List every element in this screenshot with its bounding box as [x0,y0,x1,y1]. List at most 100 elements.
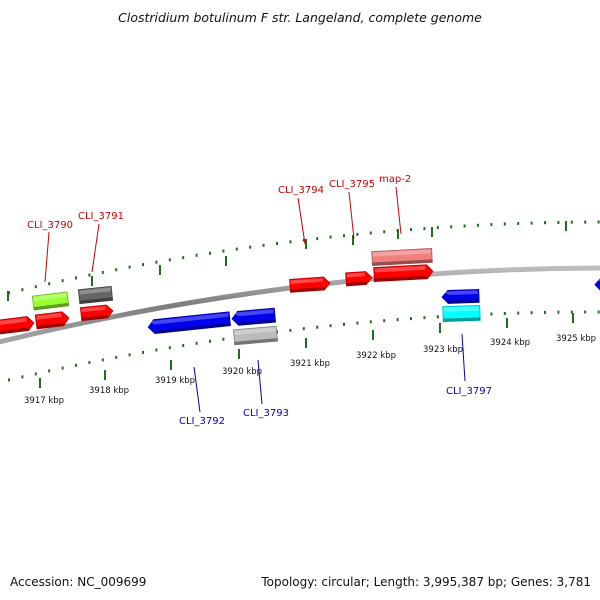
gene-label[interactable]: CLI_3793 [243,408,289,419]
forward-scale-dot [235,247,238,251]
reverse-scale-dot [88,361,91,364]
feature-shadow [346,281,367,286]
forward-gene-feature[interactable] [34,311,70,330]
forward-scale-dot [289,240,292,244]
feature-highlight [595,278,600,283]
reverse-scale-dot [289,328,292,332]
forward-scale-dot [530,221,533,225]
reverse-gene-feature[interactable] [147,311,231,335]
reverse-scale-dot [155,348,158,352]
gene-label[interactable]: CLI_3790 [27,220,73,231]
label-leader-line [297,197,306,245]
forward-scale-dot [75,276,77,280]
reverse-scale-dot [597,310,600,314]
reverse-scale-dot [343,322,345,326]
label-leader-line [91,223,100,273]
forward-gene-feature[interactable] [345,271,373,287]
feature-shadow [443,317,481,322]
feature-shadow [448,299,480,304]
feature-shadow [79,297,113,304]
feature-shadow [154,322,231,334]
reverse-scale-dot [115,355,118,359]
forward-scale-dot [88,273,91,277]
reverse-scale-dot [369,320,372,324]
reverse-scale-dot [329,324,332,328]
label-leader-line [257,359,263,405]
feature-highlight [372,249,431,257]
label-leader-line [395,186,402,235]
forward-scale-dot [262,243,265,247]
feature-shadow [374,275,428,282]
forward-scale-dot [249,245,252,249]
reverse-scale-dot [209,339,211,343]
reverse-scale-dot [61,366,64,370]
scale-label: 3918 kbp [89,386,129,396]
forward-scale-dot [276,242,278,245]
gene-label[interactable]: map-2 [379,174,411,185]
gene-label[interactable]: CLI_3792 [179,416,225,427]
gene-labels: CLI_3790 CLI_3791 CLI_3794 CLI_3795 map-2 CLI… [27,174,492,427]
gene-label[interactable]: CLI_3797 [446,386,492,397]
reverse-gene-feature[interactable] [594,277,600,292]
forward-scale-dot [423,227,426,231]
scale-label: 3923 kbp [423,345,463,355]
topology-text: Topology: circular; Length: 3,995,387 bp… [261,575,591,589]
forward-gene-feature[interactable] [373,264,434,282]
forward-scale-dot [503,222,506,226]
forward-gene-feature[interactable] [79,304,114,322]
forward-gene-feature[interactable] [31,291,70,311]
reverse-gene-feature[interactable] [442,304,481,323]
reverse-scale-dot [316,325,319,329]
forward-scale-dot [316,237,319,241]
feature-shadow [234,338,278,345]
reverse-scale-dot [383,319,386,323]
forward-scale-dot [436,226,439,230]
feature-body [594,277,600,292]
reverse-gene-feature[interactable] [232,325,279,346]
feature-highlight [346,272,365,278]
forward-gene-feature[interactable] [289,276,331,293]
forward-scale-dot [34,285,37,289]
reverse-scale-dot [356,321,359,325]
feature-highlight [36,312,62,320]
reverse-gene-feature[interactable] [231,307,276,326]
gene-label[interactable]: CLI_3795 [329,179,375,190]
forward-scale-dot [222,249,225,253]
gene-label[interactable]: CLI_3794 [278,185,324,196]
forward-scale-dot [544,221,546,225]
reverse-scale-dot [396,318,399,322]
forward-gene-feature[interactable] [0,316,35,335]
reverse-scale-dot [570,310,573,314]
forward-gene-feature[interactable] [77,285,114,305]
reverse-scale-dot [544,310,546,314]
forward-gene-feature[interactable] [371,248,433,266]
gene-label[interactable]: CLI_3791 [78,211,124,222]
forward-scale-dot [570,220,573,224]
scale-labels: 3917 kbp 3918 kbp 3919 kbp 3920 kbp 3921 kbp… [24,334,596,406]
reverse-scale-dot [8,378,10,382]
reverse-scale-dot [517,311,520,315]
forward-scale-dot [155,260,158,264]
reverse-scale-dot [222,337,225,341]
scale-label: 3920 kbp [222,367,262,377]
forward-scale-dot [128,265,131,269]
forward-scale-dot [383,230,386,234]
forward-scale-dot [597,220,600,224]
reverse-gene-feature[interactable] [441,288,480,304]
feature-shadow [0,327,29,335]
forward-scale-dot [115,268,118,272]
forward-scale-dot [61,279,64,283]
forward-scale-dot [356,232,359,236]
forward-scale-dot [195,253,198,257]
map-title: Clostridium botulinum F str. Langeland, … [118,10,482,25]
reverse-scale-dot [48,369,51,373]
scale-label: 3917 kbp [24,396,64,406]
scale-label: 3921 kbp [290,359,330,369]
reverse-scale-dot [423,316,426,320]
reverse-scale-dot [503,312,506,315]
forward-scale-dot [48,282,51,286]
reverse-scale-dot [168,346,171,350]
forward-scale-dot [343,234,345,238]
forward-scale-dot [410,228,412,232]
